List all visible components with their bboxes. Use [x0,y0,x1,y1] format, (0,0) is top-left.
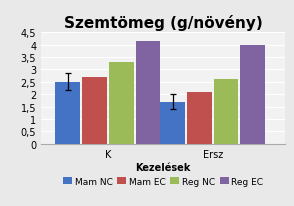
Bar [109,63,133,144]
Legend: Mam NC, Mam EC, Reg NC, Reg EC: Mam NC, Mam EC, Reg NC, Reg EC [59,173,267,189]
Bar [187,92,212,144]
Bar [136,42,160,144]
X-axis label: Kezelések: Kezelések [136,162,191,172]
Bar [160,102,185,144]
Title: Szemtömeg (g/növény): Szemtömeg (g/növény) [64,14,263,30]
Bar [240,45,265,144]
Bar [82,77,107,144]
Bar [214,80,238,144]
Bar [56,82,80,144]
